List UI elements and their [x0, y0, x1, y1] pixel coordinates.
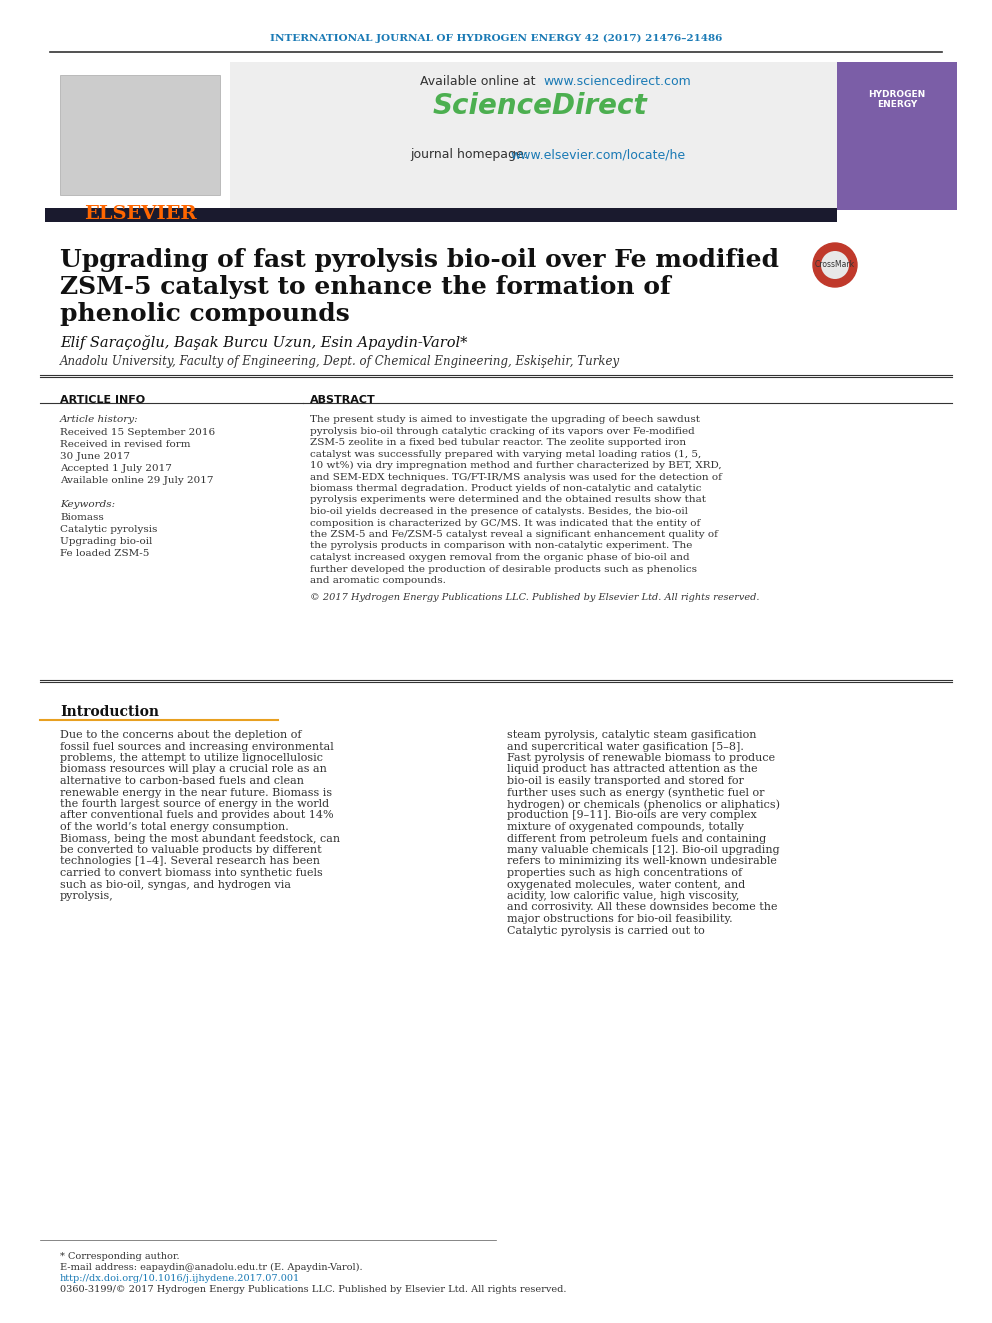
Text: Received 15 September 2016: Received 15 September 2016 [60, 429, 215, 437]
Text: 0360-3199/© 2017 Hydrogen Energy Publications LLC. Published by Elsevier Ltd. Al: 0360-3199/© 2017 Hydrogen Energy Publica… [60, 1285, 566, 1294]
Text: ARTICLE INFO: ARTICLE INFO [60, 396, 145, 405]
Text: HYDROGEN: HYDROGEN [868, 90, 926, 99]
Text: be converted to valuable products by different: be converted to valuable products by dif… [60, 845, 321, 855]
Text: problems, the attempt to utilize lignocellulosic: problems, the attempt to utilize lignoce… [60, 753, 323, 763]
Circle shape [813, 243, 857, 287]
Text: http://dx.doi.org/10.1016/j.ijhydene.2017.07.001: http://dx.doi.org/10.1016/j.ijhydene.201… [60, 1274, 301, 1283]
Text: carried to convert biomass into synthetic fuels: carried to convert biomass into syntheti… [60, 868, 322, 878]
Text: of the world’s total energy consumption.: of the world’s total energy consumption. [60, 822, 289, 832]
Text: many valuable chemicals [12]. Bio-oil upgrading: many valuable chemicals [12]. Bio-oil up… [507, 845, 780, 855]
Text: Introduction: Introduction [60, 705, 159, 718]
Text: Available online at: Available online at [421, 75, 540, 89]
Text: Catalytic pyrolysis: Catalytic pyrolysis [60, 525, 158, 534]
Text: technologies [1–4]. Several research has been: technologies [1–4]. Several research has… [60, 856, 320, 867]
Text: Fe loaded ZSM-5: Fe loaded ZSM-5 [60, 549, 150, 558]
Text: and corrosivity. All these downsides become the: and corrosivity. All these downsides bec… [507, 902, 778, 913]
Text: CrossMark: CrossMark [815, 261, 855, 269]
Text: catalyst increased oxygen removal from the organic phase of bio-oil and: catalyst increased oxygen removal from t… [310, 553, 689, 562]
Text: alternative to carbon-based fuels and clean: alternative to carbon-based fuels and cl… [60, 777, 304, 786]
Text: pyrolysis experiments were determined and the obtained results show that: pyrolysis experiments were determined an… [310, 496, 706, 504]
Text: hydrogen) or chemicals (phenolics or aliphatics): hydrogen) or chemicals (phenolics or ali… [507, 799, 780, 810]
Text: biomass resources will play a crucial role as an: biomass resources will play a crucial ro… [60, 765, 327, 774]
Text: E-mail address: eapaydin@anadolu.edu.tr (E. Apaydin-Varol).: E-mail address: eapaydin@anadolu.edu.tr … [60, 1263, 363, 1273]
Text: pyrolysis bio-oil through catalytic cracking of its vapors over Fe-modified: pyrolysis bio-oil through catalytic crac… [310, 426, 694, 435]
Bar [837, 62, 957, 210]
Text: INTERNATIONAL JOURNAL OF HYDROGEN ENERGY 42 (2017) 21476–21486: INTERNATIONAL JOURNAL OF HYDROGEN ENERGY… [270, 33, 722, 42]
Text: liquid product has attracted attention as the: liquid product has attracted attention a… [507, 765, 758, 774]
Text: after conventional fuels and provides about 14%: after conventional fuels and provides ab… [60, 811, 333, 820]
Text: production [9–11]. Bio-oils are very complex: production [9–11]. Bio-oils are very com… [507, 811, 757, 820]
Text: Upgrading of fast pyrolysis bio-oil over Fe modified: Upgrading of fast pyrolysis bio-oil over… [60, 247, 779, 273]
Text: acidity, low calorific value, high viscosity,: acidity, low calorific value, high visco… [507, 890, 739, 901]
Text: properties such as high concentrations of: properties such as high concentrations o… [507, 868, 742, 878]
Text: Catalytic pyrolysis is carried out to: Catalytic pyrolysis is carried out to [507, 926, 704, 935]
Text: Accepted 1 July 2017: Accepted 1 July 2017 [60, 464, 172, 474]
Text: fossil fuel sources and increasing environmental: fossil fuel sources and increasing envir… [60, 741, 333, 751]
Text: www.elsevier.com/locate/he: www.elsevier.com/locate/he [510, 148, 685, 161]
Text: journal homepage:: journal homepage: [410, 148, 532, 161]
Bar [45, 62, 230, 210]
Text: ABSTRACT: ABSTRACT [310, 396, 376, 405]
Text: Fast pyrolysis of renewable biomass to produce: Fast pyrolysis of renewable biomass to p… [507, 753, 775, 763]
Text: Biomass, being the most abundant feedstock, can: Biomass, being the most abundant feedsto… [60, 833, 340, 844]
Text: the ZSM-5 and Fe/ZSM-5 catalyst reveal a significant enhancement quality of: the ZSM-5 and Fe/ZSM-5 catalyst reveal a… [310, 531, 718, 538]
Bar [230, 62, 830, 210]
Text: bio-oil is easily transported and stored for: bio-oil is easily transported and stored… [507, 777, 744, 786]
Text: mixture of oxygenated compounds, totally: mixture of oxygenated compounds, totally [507, 822, 744, 832]
Text: Upgrading bio-oil: Upgrading bio-oil [60, 537, 153, 546]
Text: Article history:: Article history: [60, 415, 139, 423]
Text: the fourth largest source of energy in the world: the fourth largest source of energy in t… [60, 799, 329, 808]
Text: oxygenated molecules, water content, and: oxygenated molecules, water content, and [507, 880, 745, 889]
Bar [45, 208, 837, 222]
Text: and supercritical water gasification [5–8].: and supercritical water gasification [5–… [507, 741, 744, 751]
Text: refers to minimizing its well-known undesirable: refers to minimizing its well-known unde… [507, 856, 777, 867]
Circle shape [821, 251, 849, 279]
Text: The present study is aimed to investigate the upgrading of beech sawdust: The present study is aimed to investigat… [310, 415, 700, 423]
Text: major obstructions for bio-oil feasibility.: major obstructions for bio-oil feasibili… [507, 914, 733, 923]
Text: Keywords:: Keywords: [60, 500, 115, 509]
Text: Elif Saraçoğlu, Başak Burcu Uzun, Esin Apaydin-Varol*: Elif Saraçoğlu, Başak Burcu Uzun, Esin A… [60, 335, 467, 351]
FancyBboxPatch shape [45, 62, 837, 210]
Text: such as bio-oil, syngas, and hydrogen via: such as bio-oil, syngas, and hydrogen vi… [60, 880, 291, 889]
Text: 30 June 2017: 30 June 2017 [60, 452, 130, 460]
Text: biomass thermal degradation. Product yields of non-catalytic and catalytic: biomass thermal degradation. Product yie… [310, 484, 701, 493]
Text: pyrolysis,: pyrolysis, [60, 890, 114, 901]
Text: ZSM-5 zeolite in a fixed bed tubular reactor. The zeolite supported iron: ZSM-5 zeolite in a fixed bed tubular rea… [310, 438, 686, 447]
Text: Due to the concerns about the depletion of: Due to the concerns about the depletion … [60, 730, 302, 740]
Text: © 2017 Hydrogen Energy Publications LLC. Published by Elsevier Ltd. All rights r: © 2017 Hydrogen Energy Publications LLC.… [310, 593, 760, 602]
Text: ScienceDirect: ScienceDirect [433, 93, 648, 120]
Text: Anadolu University, Faculty of Engineering, Dept. of Chemical Engineering, Eskiş: Anadolu University, Faculty of Engineeri… [60, 355, 620, 368]
Text: renewable energy in the near future. Biomass is: renewable energy in the near future. Bio… [60, 787, 332, 798]
Text: ENERGY: ENERGY [877, 101, 918, 108]
Text: different from petroleum fuels and containing: different from petroleum fuels and conta… [507, 833, 766, 844]
Text: ZSM-5 catalyst to enhance the formation of: ZSM-5 catalyst to enhance the formation … [60, 275, 671, 299]
Text: * Corresponding author.: * Corresponding author. [60, 1252, 180, 1261]
Text: 10 wt%) via dry impregnation method and further characterized by BET, XRD,: 10 wt%) via dry impregnation method and … [310, 460, 721, 470]
Text: the pyrolysis products in comparison with non-catalytic experiment. The: the pyrolysis products in comparison wit… [310, 541, 692, 550]
Text: catalyst was successfully prepared with varying metal loading ratios (1, 5,: catalyst was successfully prepared with … [310, 450, 701, 459]
Text: and aromatic compounds.: and aromatic compounds. [310, 576, 445, 585]
Text: steam pyrolysis, catalytic steam gasification: steam pyrolysis, catalytic steam gasific… [507, 730, 757, 740]
Bar [60, 75, 220, 194]
Text: further developed the production of desirable products such as phenolics: further developed the production of desi… [310, 565, 697, 573]
Text: ELSEVIER: ELSEVIER [83, 205, 196, 224]
Text: Available online 29 July 2017: Available online 29 July 2017 [60, 476, 213, 486]
Text: www.sciencedirect.com: www.sciencedirect.com [543, 75, 690, 89]
Text: Biomass: Biomass [60, 513, 104, 523]
Text: and SEM-EDX techniques. TG/FT-IR/MS analysis was used for the detection of: and SEM-EDX techniques. TG/FT-IR/MS anal… [310, 472, 722, 482]
Text: bio-oil yields decreased in the presence of catalysts. Besides, the bio-oil: bio-oil yields decreased in the presence… [310, 507, 688, 516]
Text: Received in revised form: Received in revised form [60, 441, 190, 448]
Text: composition is characterized by GC/MS. It was indicated that the entity of: composition is characterized by GC/MS. I… [310, 519, 700, 528]
Text: phenolic compounds: phenolic compounds [60, 302, 350, 325]
Text: further uses such as energy (synthetic fuel or: further uses such as energy (synthetic f… [507, 787, 765, 798]
